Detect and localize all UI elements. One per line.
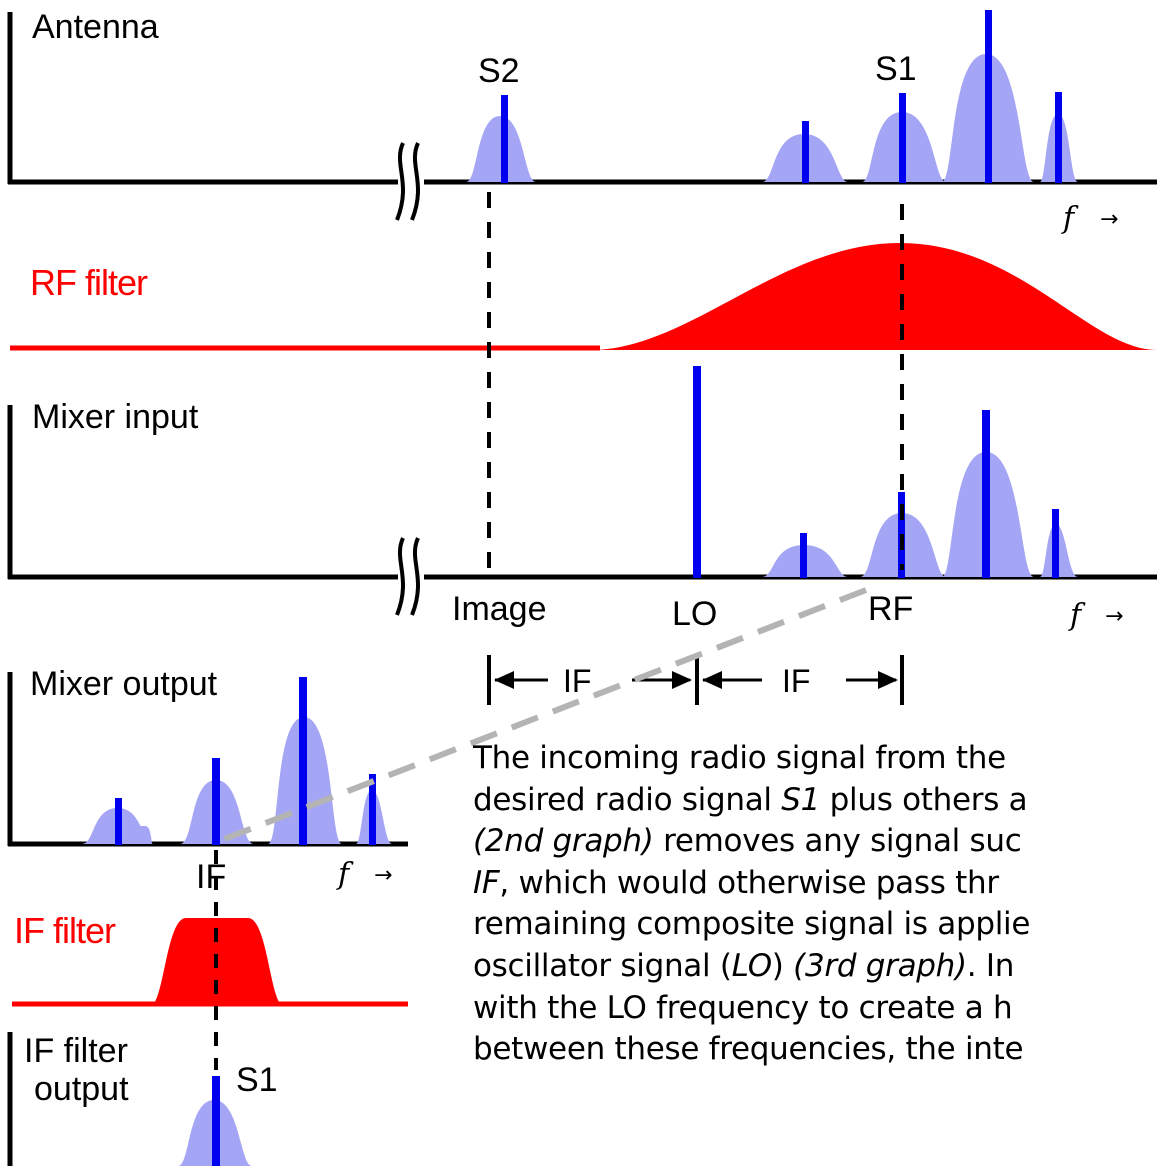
mixer-input-f-label: f: [1068, 598, 1086, 633]
antenna-panel-title: Antenna: [32, 8, 159, 46]
s1-label: S1: [875, 50, 917, 88]
lo-signal-bar: [693, 366, 701, 578]
caption-line-5: remaining composite signal is applie: [473, 906, 1031, 943]
caption-line-1: The incoming radio signal from the: [473, 740, 1006, 776]
if-left-arrow-head-1: [494, 671, 514, 689]
rf-to-if-mapping-line: [220, 587, 868, 843]
if-output-s1-label: S1: [236, 1061, 278, 1099]
rf-filter-title: RF filter: [30, 262, 148, 303]
mixer-input-panel: Mixer input Image LO RF f →: [7, 366, 1157, 633]
mix-in-bar-1: [800, 533, 807, 578]
antenna-f-label: f: [1061, 201, 1079, 236]
if-output-title-line1: IF filter: [24, 1032, 128, 1070]
caption-line-3: (2nd graph) removes any signal suc: [473, 823, 1022, 860]
mixer-input-axis-break-mark: [395, 537, 421, 616]
if-filter-output-panel: IF filter output S1: [7, 1032, 278, 1166]
if-right-label: IF: [782, 663, 810, 699]
mix-out-bar-4: [369, 774, 376, 845]
if-left-arrow-head-2: [672, 671, 692, 689]
lo-label: LO: [672, 595, 717, 633]
mixer-output-f-label: f: [336, 857, 354, 892]
mix-in-bar-4: [1052, 509, 1059, 578]
mixer-input-title: Mixer input: [32, 398, 199, 436]
rf-label: RF: [868, 590, 913, 628]
mixer-output-f-arrow: →: [374, 863, 392, 888]
antenna-axis-break-mark: [395, 142, 421, 221]
antenna-panel: Antenna S2 S1 f →: [7, 8, 1157, 236]
caption-line-7: with the LO frequency to create a h: [473, 989, 1013, 1026]
if-spacing-markers: IF IF: [487, 655, 904, 705]
explanatory-caption: The incoming radio signal from the desir…: [473, 738, 1157, 1166]
rf-filter-panel: RF filter: [10, 243, 1157, 351]
s2-signal-bar: [501, 95, 508, 183]
s1-signal-bar: [899, 93, 906, 183]
rf-filter-curve: [590, 243, 1157, 350]
image-label: Image: [452, 590, 547, 628]
mixer-output-title: Mixer output: [30, 665, 218, 703]
cluster-bar-1: [802, 121, 809, 183]
if-filter-title: IF filter: [14, 910, 116, 951]
if-output-title-line2: output: [34, 1070, 129, 1108]
caption-line-4: IF, which would otherwise pass thr: [473, 864, 999, 901]
caption-line-8: between these frequencies, the inte: [473, 1031, 1024, 1068]
cluster-bar-3: [985, 10, 992, 183]
mix-in-bar-3: [982, 410, 990, 578]
if-right-arrow-head-2: [878, 671, 898, 689]
cluster-bar-4: [1055, 92, 1062, 183]
mixer-input-f-arrow: →: [1105, 604, 1123, 629]
if-top-label: IF: [196, 858, 226, 896]
mixer-output-panel: Mixer output IF f →: [7, 665, 408, 896]
if-output-s1-bar: [212, 1076, 220, 1166]
mix-out-bar-3: [299, 677, 307, 845]
caption-line-2: desired radio signal S1 plus others a: [473, 781, 1028, 818]
if-left-label: IF: [563, 663, 591, 699]
caption-line-6: oscillator signal (LO) (3rd graph). In: [473, 947, 1015, 984]
mix-out-bar-if: [212, 758, 220, 845]
if-filter-panel: IF filter: [12, 910, 408, 1007]
s2-label: S2: [478, 52, 520, 90]
antenna-f-arrow: →: [1100, 207, 1118, 232]
mix-out-bar-1: [115, 798, 122, 845]
if-right-arrow-head-1: [702, 671, 722, 689]
